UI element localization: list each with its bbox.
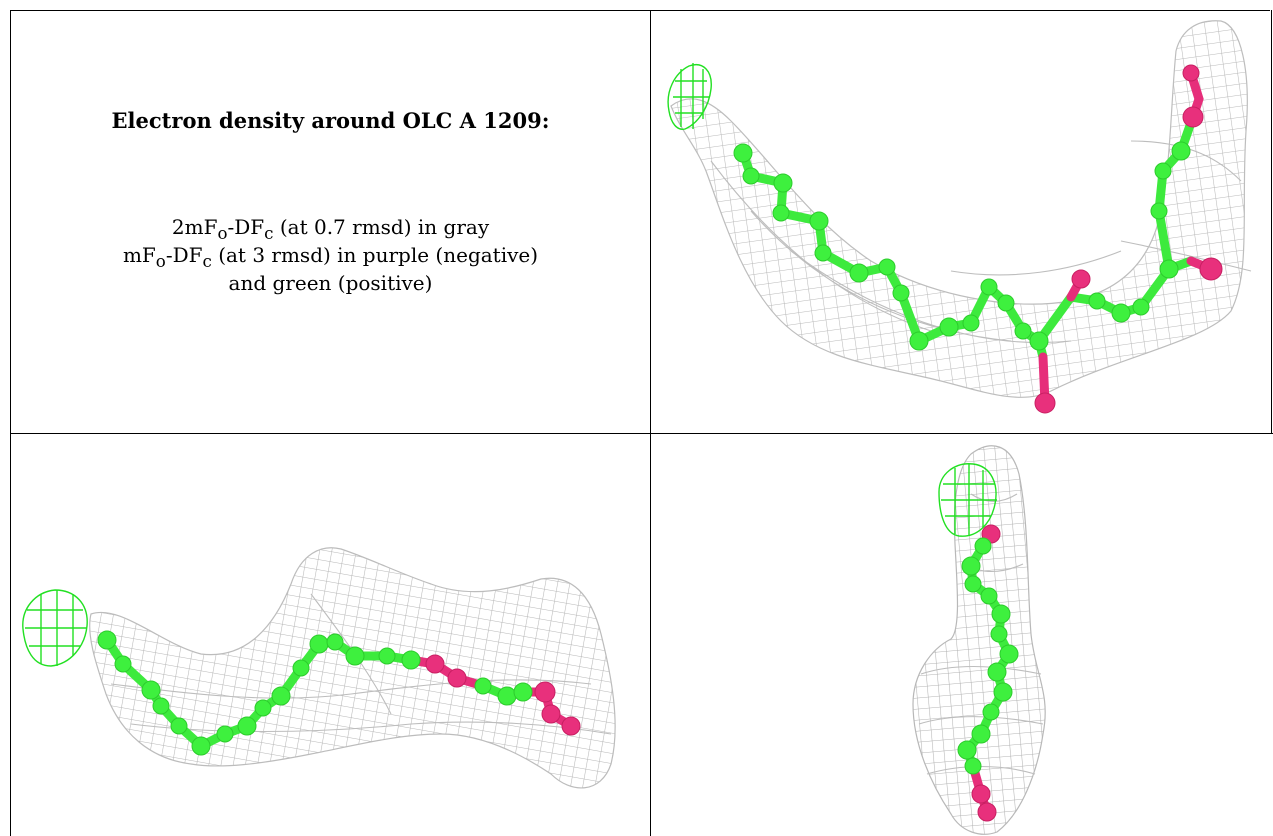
table-divider-horizontal — [10, 433, 1273, 434]
positive-density-blob — [938, 463, 997, 537]
positive-density-blob — [667, 63, 712, 130]
table-divider-vertical — [650, 10, 651, 836]
density-mesh — [912, 445, 1046, 835]
positive-density-blob — [22, 589, 88, 667]
ligand-model — [97, 630, 581, 756]
table-border-right — [1271, 10, 1272, 434]
caption-line-2fo-fc: 2mFo-DFc (at 0.7 rmsd) in gray — [171, 215, 490, 243]
caption-title: Electron density around OLC A 1209: — [111, 108, 550, 133]
density-mesh — [89, 547, 616, 789]
density-view-bottom-right — [912, 445, 1046, 835]
ligand-model — [733, 64, 1223, 414]
caption-line-colors: and green (positive) — [228, 271, 433, 295]
caption-cell: Electron density around OLC A 1209: 2mFo… — [11, 11, 650, 433]
caption-line-fo-fc: mFo-DFc (at 3 rmsd) in purple (negative) — [122, 243, 539, 271]
density-view-bottom-left — [22, 547, 616, 789]
figure-table — [10, 10, 1270, 836]
ligand-model — [957, 524, 1019, 822]
density-view-top-right — [667, 20, 1252, 414]
